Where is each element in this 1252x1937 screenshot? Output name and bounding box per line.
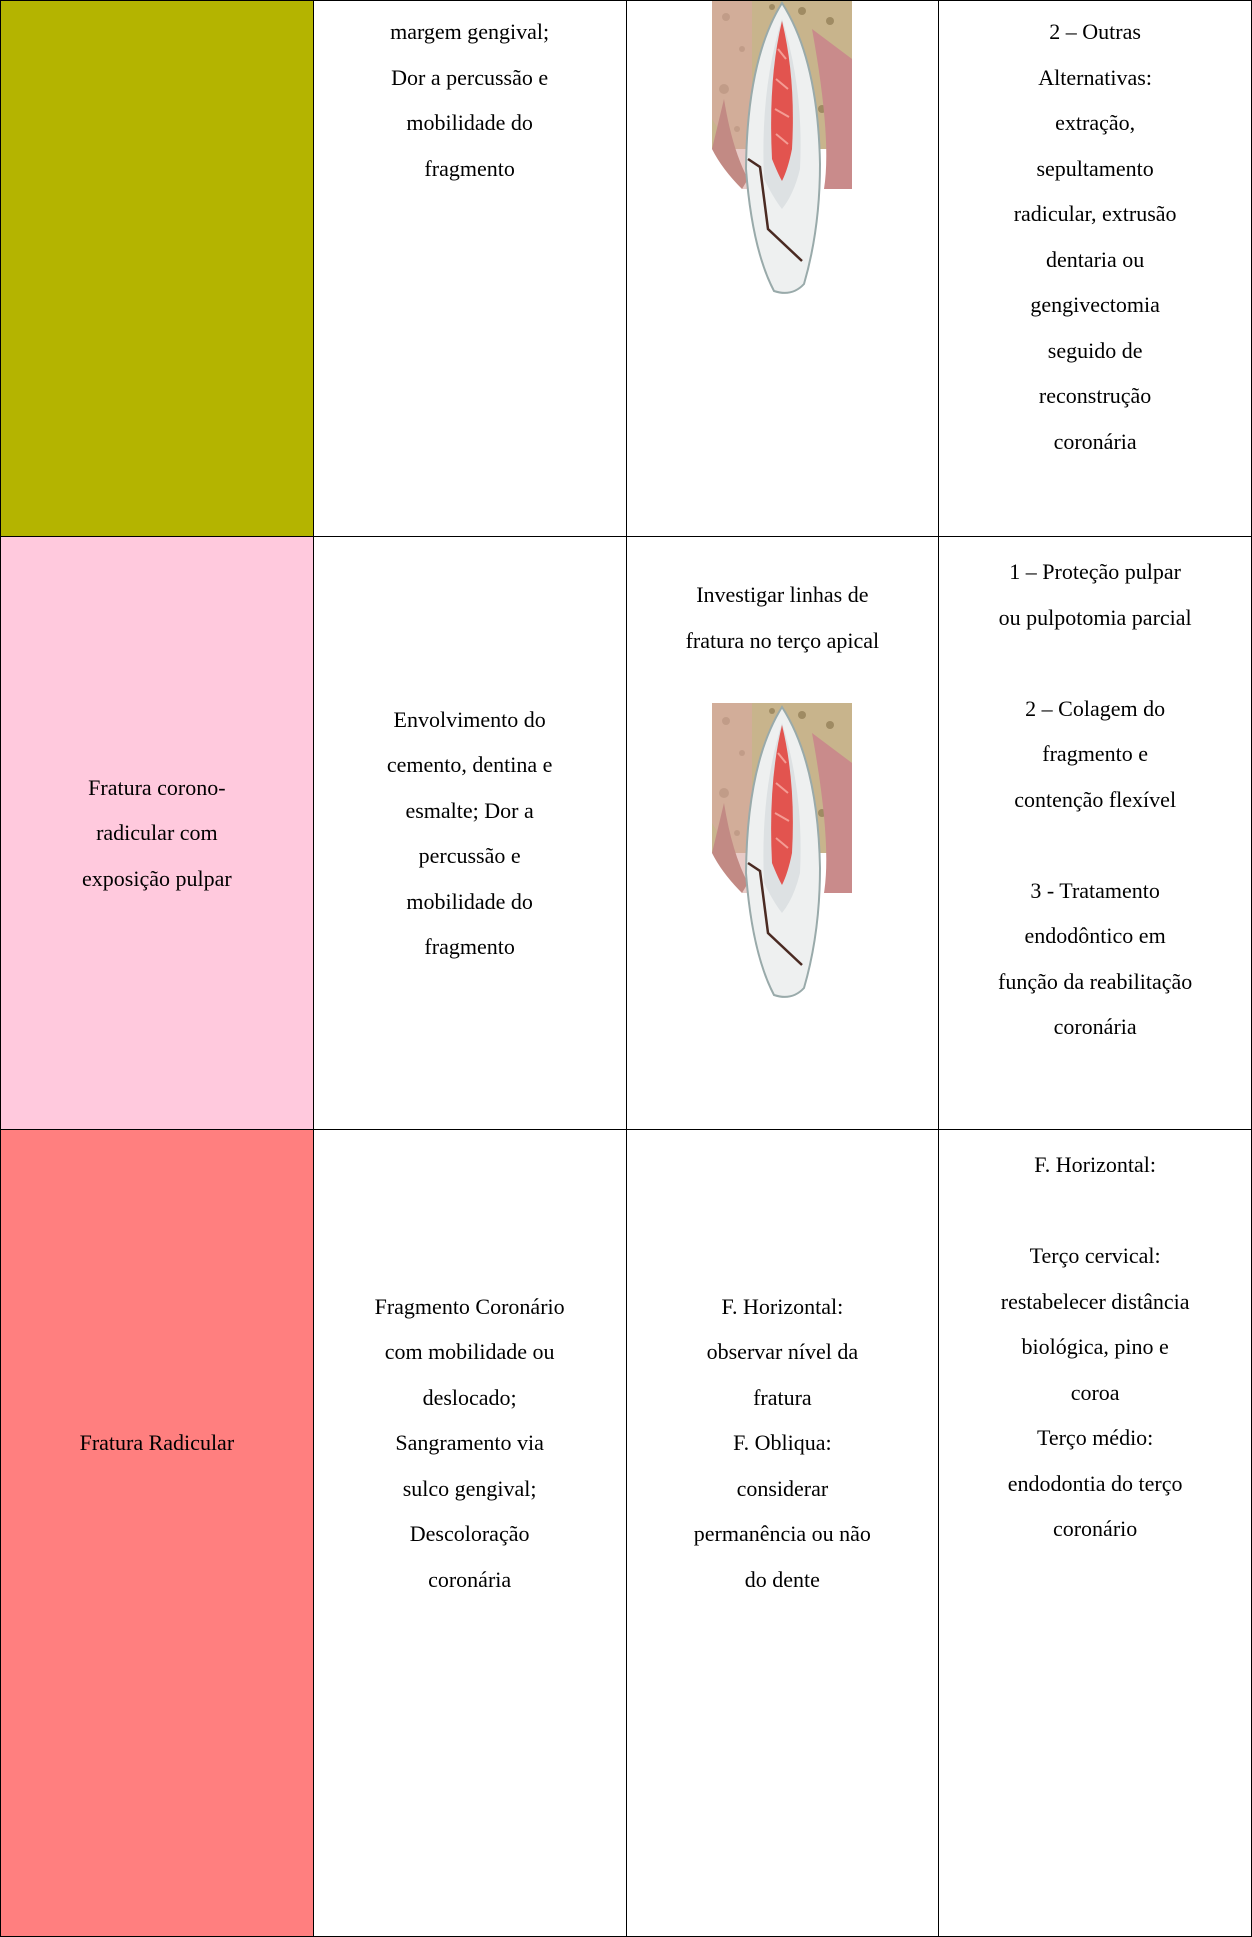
text-line: considerar [736, 1475, 829, 1501]
table-cell: Investigar linhas de fratura no terço api… [625, 536, 940, 1130]
tooth-illustration [712, 1, 853, 294]
text-line: contenção flexível [1014, 786, 1177, 812]
table-cell [0, 0, 314, 537]
text-line: fragmento [424, 934, 515, 959]
text-line: coronária [1053, 1014, 1137, 1039]
table-cell: F. Horizontal: observar nível da fratura F.… [625, 1129, 940, 1937]
paragraph: Investigar linhas de fratura no terço api… [631, 572, 935, 663]
text-line: exposição pulpar [82, 865, 232, 891]
text-line: cemento, dentina e [386, 752, 553, 777]
paragraph: F. Horizontal: observar nível da fratura F.… [631, 1284, 935, 1603]
text-line: função da reabilitação [998, 968, 1193, 994]
text-line: fragmento e [1042, 741, 1148, 766]
text-line: esmalte; Dor a [405, 797, 534, 823]
text-line: fratura no terço apical [685, 627, 880, 653]
paragraph: Fragmento Coronário com mobilidade ou desl… [318, 1284, 622, 1603]
text-line: fragmento [424, 155, 515, 181]
text-line: sepultamento [1036, 155, 1154, 181]
text-line: gengivectomia [1030, 292, 1160, 317]
paragraph: 2 – Colagem do fragmento e contenção flexí… [943, 686, 1247, 823]
text-line: coronária [428, 1566, 512, 1592]
text-line: 2 – Outras [1049, 19, 1141, 44]
text-line: mobilidade do [406, 888, 533, 914]
text-line: biológica, pino e [1021, 1334, 1169, 1359]
text-line: mobilidade do [406, 110, 533, 135]
text-line: Dor a percussão e [391, 64, 549, 90]
tooth-illustration [712, 703, 853, 998]
text-line: 1 – Proteção pulpar [1009, 559, 1181, 584]
text-line: radicular, extrusão [1013, 201, 1177, 226]
paragraph: 1 – Proteção pulpar ou pulpotomia parcial [943, 549, 1247, 640]
text-line: F. Horizontal: [1034, 1152, 1156, 1177]
table-cell: F. Horizontal: Terço cervical: restabelece… [938, 1129, 1252, 1937]
text-line: reconstrução [1038, 383, 1152, 408]
table-cell: 2 – Outras Alternativas: extração, sepultam… [938, 0, 1252, 537]
text-line: restabelecer distância [1000, 1288, 1190, 1314]
table-cell: Fratura Radicular [0, 1129, 314, 1937]
table-cell: Fragmento Coronário com mobilidade ou desl… [312, 1129, 627, 1937]
text-line: F. Obliqua: [733, 1430, 832, 1456]
text-line: extração, [1055, 110, 1136, 135]
paragraph: Envolvimento do cemento, dentina e esmalte… [318, 697, 622, 970]
text-line: seguido de [1047, 337, 1143, 363]
text-line: Terço cervical: [1029, 1243, 1161, 1268]
paragraph: Fratura Radicular [5, 1420, 309, 1466]
text-line: Fratura corono- [88, 774, 226, 800]
text-line: Fratura Radicular [79, 1430, 235, 1456]
text-line: ou pulpotomia parcial [998, 604, 1192, 630]
text-line: Envolvimento do [393, 706, 546, 732]
text-line: endodontia do terço [1007, 1470, 1183, 1496]
text-line: Terço médio: [1036, 1425, 1154, 1450]
text-line: permanência ou não [693, 1521, 871, 1547]
text-line: Sangramento via [395, 1430, 544, 1456]
text-line: do dente [744, 1566, 820, 1592]
paragraph: F. Horizontal: [943, 1142, 1247, 1188]
text-line: Alternativas: [1038, 64, 1152, 90]
table-cell: Envolvimento do cemento, dentina e esmalte… [312, 536, 627, 1130]
text-line: coroa [1070, 1379, 1120, 1405]
table-cell: Fratura corono-radicular com exposição pu… [0, 536, 314, 1130]
text-line: coronária [1053, 428, 1137, 454]
text-line: 3 - Tratamento [1030, 877, 1160, 903]
text-line: com mobilidade ou [384, 1339, 555, 1365]
table-cell: 1 – Proteção pulpar ou pulpotomia parcial… [938, 536, 1252, 1130]
text-line: percussão e [418, 843, 521, 868]
text-line: endodôntico em [1024, 923, 1166, 948]
text-line: fratura [753, 1384, 812, 1410]
paragraph: margem gengival; Dor a percussão e mobilid… [318, 9, 622, 191]
text-line: sulco gengival; [402, 1475, 537, 1501]
table-row: Fratura Radicular Fragmento Coronário com … [0, 1129, 1252, 1937]
text-line: deslocado; [422, 1384, 517, 1410]
text-line: F. Horizontal: [721, 1293, 844, 1319]
text-line: margem gengival; [390, 19, 550, 44]
text-line: observar nível da [706, 1339, 859, 1365]
paragraph: Terço cervical: restabelecer distância bio… [943, 1233, 1247, 1552]
text-line: coronário [1052, 1516, 1138, 1541]
text-line: 2 – Colagem do [1025, 695, 1166, 721]
text-line: Fragmento Coronário [374, 1293, 565, 1319]
paragraph: Fratura corono-radicular com exposição pu… [5, 765, 309, 902]
text-line: dentaria ou [1045, 246, 1145, 272]
text-line: Investigar linhas de [696, 582, 869, 607]
table-row: margem gengival; Dor a percussão e mobilid… [0, 0, 1252, 537]
table-cell: margem gengival; Dor a percussão e mobilid… [312, 0, 627, 537]
text-line: Descoloração [409, 1521, 530, 1547]
paragraph: 3 - Tratamento endodôntico em função da re… [943, 868, 1247, 1050]
table-cell [625, 0, 940, 537]
text-line: radicular com [96, 820, 218, 846]
table-row: Fratura corono-radicular com exposição pu… [0, 536, 1252, 1130]
paragraph: 2 – Outras Alternativas: extração, sepultam… [943, 9, 1247, 464]
